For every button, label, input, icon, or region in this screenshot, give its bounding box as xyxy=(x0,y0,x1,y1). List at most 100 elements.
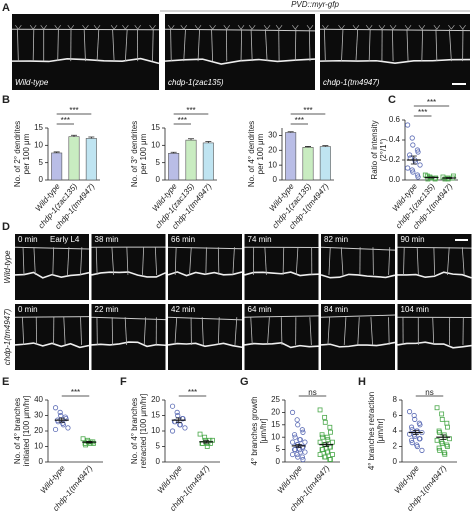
branch xyxy=(416,247,419,275)
branch xyxy=(134,24,141,30)
data-point xyxy=(437,447,443,453)
data-point xyxy=(83,442,89,448)
branch xyxy=(22,317,25,345)
y-tick-label: 30 xyxy=(268,131,277,140)
dendrite xyxy=(319,28,471,32)
dendrite xyxy=(397,271,472,279)
dendrite xyxy=(14,271,90,279)
micrograph: 38 min xyxy=(91,234,166,300)
branch xyxy=(370,317,373,345)
branch xyxy=(124,29,128,62)
y-tick-label: 40 xyxy=(34,395,43,404)
data-point xyxy=(295,422,301,428)
dendrite xyxy=(14,342,90,349)
data-point xyxy=(82,440,88,446)
dendrite xyxy=(91,316,166,321)
y-tick-label: 2 xyxy=(393,442,398,451)
branch xyxy=(142,247,145,275)
significance-label: *** xyxy=(303,106,312,115)
error-bar xyxy=(295,443,302,448)
dendrite xyxy=(320,341,396,348)
image-background xyxy=(397,304,472,370)
branch xyxy=(341,29,344,62)
data-point xyxy=(445,176,451,182)
data-point xyxy=(437,430,443,435)
error-bar xyxy=(175,417,182,423)
panel-letter: G xyxy=(240,376,249,388)
dendrite xyxy=(14,316,90,318)
data-point xyxy=(60,422,66,428)
branch xyxy=(152,29,154,62)
data-point xyxy=(55,419,61,425)
data-point xyxy=(292,434,298,440)
branch xyxy=(95,247,98,275)
data-point xyxy=(57,409,63,415)
data-point xyxy=(297,437,303,443)
branch xyxy=(237,24,245,30)
data-point xyxy=(410,142,416,148)
y-tick-label: 10 xyxy=(271,432,280,441)
y-axis-label: 4° branches growth xyxy=(250,396,259,465)
branch xyxy=(217,317,220,345)
data-point xyxy=(439,416,445,422)
micrograph: 42 min xyxy=(167,304,243,370)
significance-label: *** xyxy=(188,388,197,397)
branch xyxy=(327,317,331,345)
branch xyxy=(432,317,435,345)
branch xyxy=(388,247,391,275)
data-point xyxy=(328,457,333,462)
branch xyxy=(80,317,82,345)
error-bar xyxy=(428,176,435,179)
data-point xyxy=(414,443,420,450)
dendrite xyxy=(167,342,243,349)
error-bar xyxy=(305,146,311,148)
data-point xyxy=(444,442,450,448)
dendrite xyxy=(164,28,316,32)
dendrite xyxy=(397,246,472,249)
x-tick-label: Wild-type xyxy=(393,463,422,495)
y-tick-label: 5 xyxy=(276,445,281,454)
branch xyxy=(248,24,256,30)
branch xyxy=(183,29,186,62)
dendrite xyxy=(91,271,166,278)
micrograph: 64 min xyxy=(244,304,319,370)
branch xyxy=(265,29,268,62)
branch xyxy=(180,24,188,30)
data-point xyxy=(417,422,423,428)
data-point xyxy=(63,415,69,422)
branch xyxy=(80,247,83,275)
error-bar xyxy=(53,151,60,153)
data-point xyxy=(439,440,445,446)
data-point xyxy=(409,440,415,446)
branch xyxy=(343,317,347,345)
branch xyxy=(291,24,299,30)
error-bar xyxy=(440,434,447,440)
dendrite xyxy=(11,28,160,31)
time-label: 90 min xyxy=(401,235,425,244)
data-point xyxy=(434,405,440,411)
bar xyxy=(85,138,97,181)
branch xyxy=(167,24,175,30)
branch xyxy=(201,317,204,345)
branch xyxy=(418,24,426,30)
data-point xyxy=(436,428,442,434)
micrograph: 22 min xyxy=(91,304,166,370)
data-point xyxy=(169,428,176,434)
branch xyxy=(294,29,297,62)
error-bar xyxy=(188,138,194,141)
data-point xyxy=(439,411,445,417)
branch xyxy=(174,317,178,345)
y-tick-label: 15 xyxy=(34,123,43,132)
bar xyxy=(202,142,214,181)
y-axis-label: No. of 4° branches xyxy=(13,398,22,464)
micrograph: 90 min xyxy=(397,234,472,300)
y-tick-label: 10 xyxy=(34,442,43,451)
dendrite xyxy=(167,246,243,250)
error-bar xyxy=(203,440,210,444)
data-point xyxy=(328,429,333,435)
y-axis-label: per 100 μm xyxy=(139,133,148,174)
significance-label: ns xyxy=(308,388,316,397)
error-bar xyxy=(88,136,95,139)
branch xyxy=(355,29,359,62)
data-point xyxy=(405,165,411,171)
